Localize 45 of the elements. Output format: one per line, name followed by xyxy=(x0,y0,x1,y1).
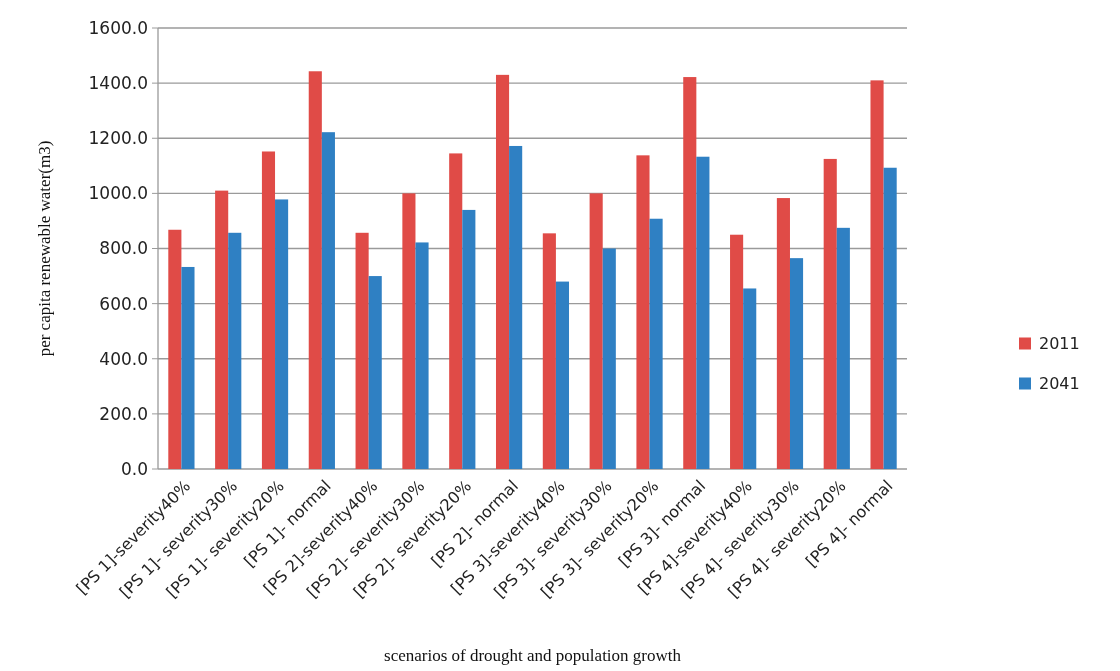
y-tick-label: 800.0 xyxy=(99,238,148,259)
y-tick-label: 1200.0 xyxy=(88,128,148,149)
bar xyxy=(870,80,884,469)
legend-label: 2041 xyxy=(1039,374,1080,394)
bar xyxy=(836,227,850,469)
bar xyxy=(696,156,710,469)
bar xyxy=(789,258,804,469)
y-axis-title: per capita renewable water(m3) xyxy=(35,140,54,357)
bar xyxy=(261,151,276,469)
bar xyxy=(228,232,242,469)
bar xyxy=(743,288,757,469)
bar xyxy=(168,229,182,469)
bar xyxy=(321,132,335,469)
bar xyxy=(215,190,229,469)
bar xyxy=(462,209,476,469)
bar xyxy=(415,242,429,469)
bar xyxy=(402,193,416,469)
bar xyxy=(555,281,570,469)
bar xyxy=(275,199,289,469)
legend-label: 2011 xyxy=(1039,334,1080,354)
bar xyxy=(683,77,697,469)
bar xyxy=(509,145,523,469)
bar xyxy=(776,198,790,469)
y-tick-label: 1600.0 xyxy=(88,17,148,38)
bar xyxy=(730,234,744,469)
bar xyxy=(883,167,897,469)
bar xyxy=(181,266,195,469)
bar xyxy=(823,158,837,469)
x-axis-title: scenarios of drought and population growth xyxy=(384,646,682,665)
y-tick-label: 600.0 xyxy=(99,293,148,314)
bar xyxy=(589,193,603,469)
bar xyxy=(308,71,322,469)
y-tick-label: 200.0 xyxy=(99,403,148,424)
bar xyxy=(355,232,369,469)
y-tick-label: 400.0 xyxy=(99,348,148,369)
bar xyxy=(368,276,382,469)
bar xyxy=(649,218,663,469)
y-tick-label: 1400.0 xyxy=(88,73,148,94)
bar xyxy=(636,155,650,469)
y-tick-label: 1000.0 xyxy=(88,183,148,204)
y-tick-label: 0.0 xyxy=(120,458,148,479)
bar xyxy=(449,153,463,469)
bar xyxy=(542,233,556,469)
bar xyxy=(602,248,616,469)
bar xyxy=(495,74,510,469)
